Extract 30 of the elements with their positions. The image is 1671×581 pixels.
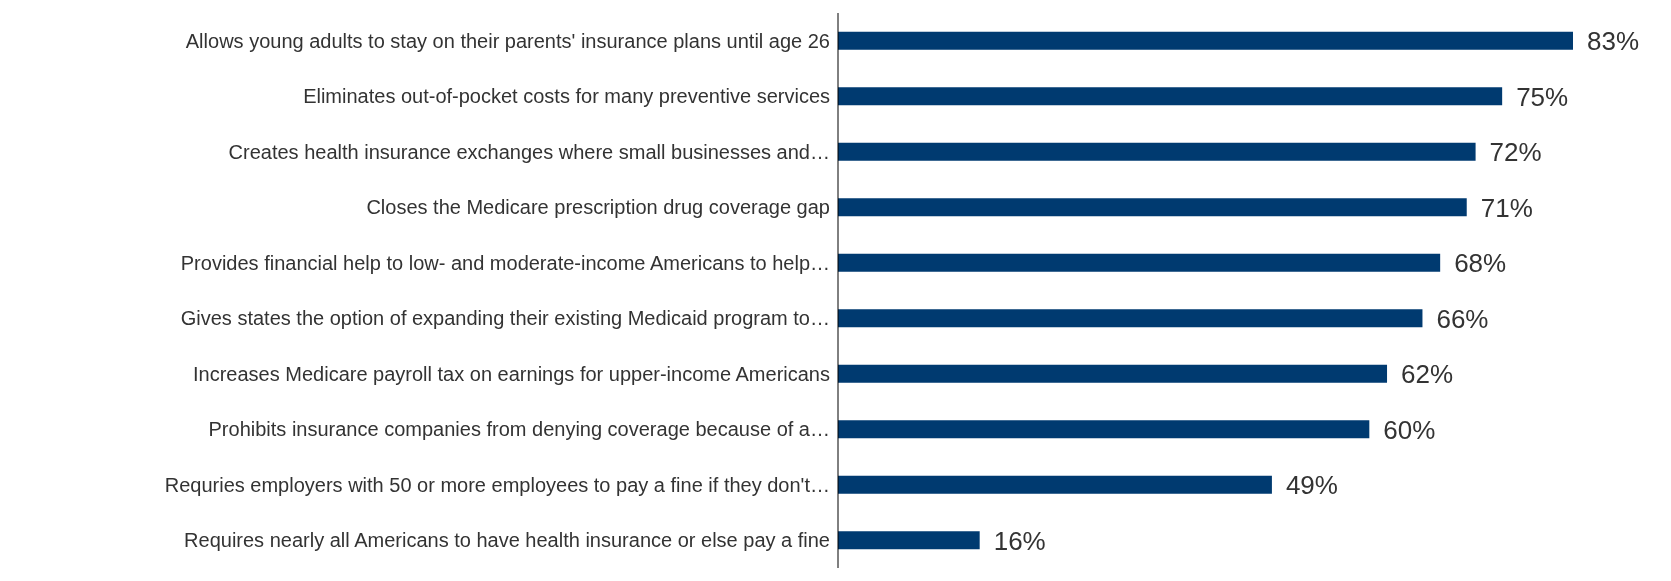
data-label: 68% <box>1454 248 1507 279</box>
data-label: 16% <box>993 525 1046 556</box>
data-label: 49% <box>1285 470 1338 501</box>
data-label: 72% <box>1489 137 1542 168</box>
bar <box>838 420 1370 439</box>
y-tick-label: Gives states the option of expanding their existing Medicaid program to… <box>180 307 830 330</box>
y-tick-label: Provides financial help to low- and moderate-income Americans to help… <box>180 251 830 274</box>
bar <box>838 253 1441 272</box>
bar <box>838 531 980 550</box>
bar <box>838 31 1573 50</box>
data-label: 62% <box>1401 359 1454 390</box>
data-label: 60% <box>1383 414 1436 445</box>
bar <box>838 475 1272 494</box>
bar <box>838 364 1388 383</box>
y-tick-label: Closes the Medicare prescription drug coverage gap <box>366 196 830 219</box>
y-tick-label: Requires nearly all Americans to have health insurance or else pay a fine <box>184 529 830 552</box>
data-label: 66% <box>1436 303 1489 334</box>
bar <box>838 87 1503 106</box>
data-label: 83% <box>1587 26 1640 57</box>
y-tick-label: Prohibits insurance companies from denying coverage because of a… <box>208 418 830 441</box>
y-tick-label: Eliminates out-of-pocket costs for many preventive services <box>303 85 830 108</box>
y-tick-label: Allows young adults to stay on their parents' insurance plans until age 26 <box>185 29 830 52</box>
data-label: 75% <box>1516 81 1569 112</box>
bar <box>838 309 1423 328</box>
y-tick-label: Increases Medicare payroll tax on earnings for upper-income Americans <box>193 362 830 385</box>
y-tick-label: Creates health insurance exchanges where small businesses and… <box>228 140 830 163</box>
data-label: 71% <box>1480 192 1533 223</box>
bar <box>838 198 1467 217</box>
bar <box>838 142 1476 161</box>
y-tick-label: Requries employers with 50 or more employees to pay a fine if they don't… <box>164 473 830 496</box>
